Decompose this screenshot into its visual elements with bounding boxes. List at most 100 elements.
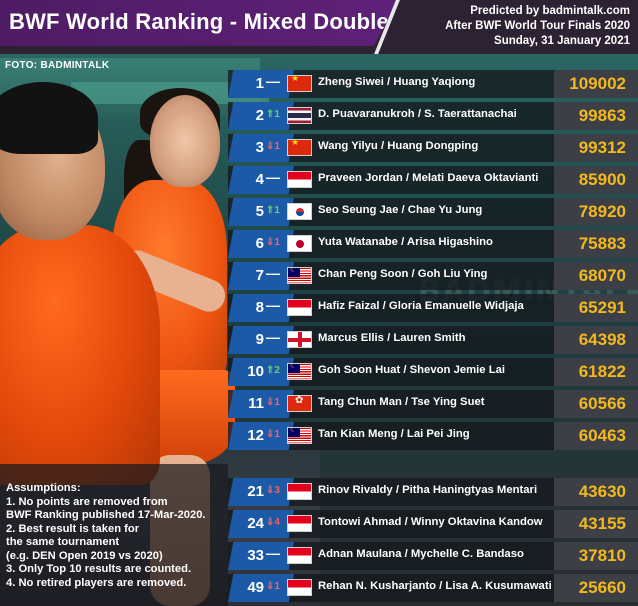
pair-names: Marcus Ellis / Lauren Smith bbox=[318, 332, 466, 344]
title-bar: BWF World Ranking - Mixed Doubles bbox=[0, 0, 398, 46]
points-box: 65291 bbox=[554, 294, 638, 322]
header-meta: Predicted by badmintalk.com After BWF Wo… bbox=[445, 4, 630, 49]
rank-box bbox=[228, 542, 294, 570]
rank-number: 21 bbox=[247, 483, 264, 500]
points-box: 60463 bbox=[554, 422, 638, 450]
pair-names: Rinov Rivaldy / Pitha Haningtyas Mentari bbox=[318, 484, 538, 496]
indonesia-flag-icon bbox=[287, 547, 312, 564]
england-flag-icon bbox=[287, 331, 312, 348]
points-value: 25660 bbox=[578, 578, 626, 597]
points-value: 37810 bbox=[578, 546, 626, 565]
predicted-by: Predicted by badmintalk.com bbox=[470, 5, 630, 17]
points-value: 60566 bbox=[578, 394, 626, 413]
after-event: After BWF World Tour Finals 2020 bbox=[445, 20, 630, 32]
thailand-flag-icon bbox=[287, 107, 312, 124]
rank-box bbox=[228, 358, 294, 386]
ranking-row: 7— Chan Peng Soon / Goh Liu Ying 68070 bbox=[228, 262, 638, 290]
points-value: 65291 bbox=[578, 298, 626, 317]
rank-number: 4 bbox=[255, 171, 264, 188]
rank-change-indicator: ⇓4 bbox=[266, 517, 280, 528]
malaysia-flag-icon bbox=[287, 267, 312, 284]
ranking-row: 2 ⇑1 D. Puavaranukroh / S. Taerattanachai 9… bbox=[228, 102, 638, 130]
rank-number: 1 bbox=[255, 75, 264, 92]
pair-names: D. Puavaranukroh / S. Taerattanachai bbox=[318, 108, 517, 120]
rank-change-indicator: — bbox=[266, 265, 280, 281]
ranking-row: 12⇓1 Tan Kian Meng / Lai Pei Jing 60463 bbox=[228, 422, 638, 450]
pair-names: Adnan Maulana / Mychelle C. Bandaso bbox=[318, 548, 524, 560]
points-value: 109002 bbox=[569, 74, 626, 93]
rank-change-indicator: — bbox=[266, 329, 280, 345]
rank-number: 7 bbox=[255, 267, 264, 284]
points-box: 25660 bbox=[554, 574, 638, 602]
assumptions-panel bbox=[0, 464, 228, 606]
rank-box bbox=[228, 166, 294, 194]
page-title: BWF World Ranking - Mixed Doubles bbox=[9, 9, 402, 34]
ranking-row: 21 ⇓3 Rinov Rivaldy / Pitha Haningtyas Men… bbox=[228, 478, 638, 506]
ranking-date: Sunday, 31 January 2021 bbox=[494, 35, 630, 47]
rank-number: 33 bbox=[247, 547, 264, 564]
indonesia-flag-icon bbox=[287, 171, 312, 188]
rank-change-indicator: — bbox=[266, 73, 280, 89]
korea-flag-icon bbox=[287, 203, 312, 220]
pair-names: Tan Kian Meng / Lai Pei Jing bbox=[318, 428, 470, 440]
rank-change-indicator: ⇓1 bbox=[266, 429, 280, 440]
pair-names: Wang Yilyu / Huang Dongping bbox=[318, 140, 479, 152]
pair-names: Praveen Jordan / Melati Daeva Oktavianti bbox=[318, 172, 539, 184]
rank-box bbox=[228, 574, 294, 602]
pair-names: Zheng Siwei / Huang Yaqiong bbox=[318, 76, 476, 88]
ranking-row: 24 ⇓4 Tontowi Ahmad / Winny Oktavina Kando… bbox=[228, 510, 638, 538]
rank-box bbox=[228, 422, 294, 450]
rank-number: 5 bbox=[255, 203, 264, 220]
assumption-line: 3. Only Top 10 results are counted. bbox=[6, 563, 192, 575]
ranking-row: 9— Marcus Ellis / Lauren Smith 64398 bbox=[228, 326, 638, 354]
assumption-line: 2. Best result is taken for bbox=[6, 522, 140, 535]
ranking-row: 5 ⇑1 Seo Seung Jae / Chae Yu Jung 78920 bbox=[228, 198, 638, 226]
rank-number: 11 bbox=[248, 395, 264, 412]
rank-number: 2 bbox=[255, 107, 264, 124]
china-flag-icon bbox=[287, 75, 312, 92]
points-value: 64398 bbox=[578, 330, 626, 349]
rank-box bbox=[228, 70, 294, 98]
ranking-row: 6 ⇓1 Yuta Watanabe / Arisa Higashino 75883 bbox=[228, 230, 638, 258]
assumptions: Assumptions: 1. No points are removed fr… bbox=[6, 482, 206, 590]
malaysia-flag-icon bbox=[287, 363, 312, 380]
china-flag-icon bbox=[287, 139, 312, 156]
points-box: 60566 bbox=[554, 390, 638, 418]
points-value: 61822 bbox=[578, 362, 626, 381]
rank-change-indicator: ⇑1 bbox=[266, 109, 280, 120]
points-value: 68070 bbox=[578, 266, 626, 285]
points-box: 68070 bbox=[554, 262, 638, 290]
points-box: 64398 bbox=[554, 326, 638, 354]
points-box: 43630 bbox=[554, 478, 638, 506]
points-value: 85900 bbox=[578, 170, 626, 189]
rank-number: 3 bbox=[255, 139, 264, 156]
rank-box bbox=[228, 102, 294, 130]
ranking-row: 11⇓1 Tang Chun Man / Tse Ying Suet 60566 bbox=[228, 390, 638, 418]
pair-names: Goh Soon Huat / Shevon Jemie Lai bbox=[318, 364, 506, 376]
malaysia-flag-icon bbox=[287, 427, 312, 444]
assumption-line: (e.g. DEN Open 2019 vs 2020) bbox=[6, 549, 163, 562]
pair-names: Tontowi Ahmad / Winny Oktavina Kandow bbox=[318, 516, 543, 528]
rank-number: 49 bbox=[247, 579, 264, 596]
rank-change-indicator: ⇓3 bbox=[266, 485, 280, 496]
rank-box bbox=[228, 230, 294, 258]
points-value: 60463 bbox=[578, 426, 626, 445]
rank-box bbox=[228, 198, 294, 226]
points-box: 85900 bbox=[554, 166, 638, 194]
points-value: 43155 bbox=[578, 514, 626, 533]
rank-box bbox=[228, 134, 294, 162]
assumption-line: 4. No retired players are removed. bbox=[6, 576, 187, 589]
pair-names: Tang Chun Man / Tse Ying Suet bbox=[318, 396, 485, 408]
points-box: 37810 bbox=[554, 542, 638, 570]
rank-box bbox=[228, 510, 294, 538]
pair-names: Yuta Watanabe / Arisa Higashino bbox=[318, 236, 493, 248]
indonesia-flag-icon bbox=[287, 299, 312, 316]
rank-number: 8 bbox=[255, 299, 264, 316]
rank-number: 24 bbox=[247, 515, 264, 532]
rank-number: 6 bbox=[255, 235, 264, 252]
hongkong-flag-icon bbox=[287, 395, 312, 412]
rank-change-indicator: ⇓1 bbox=[266, 237, 280, 248]
points-value: 78920 bbox=[578, 202, 626, 221]
rank-change-indicator: ⇓1 bbox=[266, 141, 280, 152]
ranking-row: 49 ⇓1 Rehan N. Kusharjanto / Lisa A. Kusum… bbox=[228, 574, 638, 602]
